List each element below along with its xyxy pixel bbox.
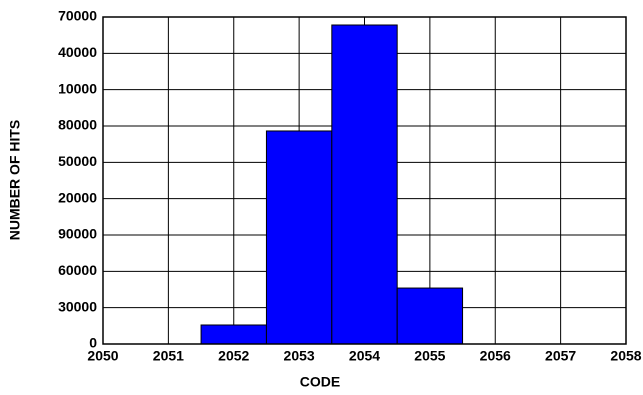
bar: [200, 324, 267, 345]
y-tick-label: 40000: [58, 44, 97, 60]
bar: [265, 130, 333, 345]
plot-border: [102, 16, 627, 345]
x-tick-label: 2050: [87, 348, 118, 364]
y-tick-label: 0: [89, 335, 97, 351]
x-tick-label: 2051: [153, 348, 184, 364]
y-tick-label: 70000: [58, 8, 97, 24]
x-tick-label: 2054: [349, 348, 380, 364]
x-tick-label: 2057: [545, 348, 576, 364]
y-tick-label: 10000: [58, 80, 97, 96]
bar: [396, 287, 464, 345]
y-tick-label: 60000: [58, 262, 97, 278]
y-tick-label: 20000: [58, 189, 97, 205]
x-tick-label: 2055: [414, 348, 445, 364]
y-axis-label: NUMBER OF HITS: [7, 120, 23, 241]
x-axis-label: CODE: [300, 374, 340, 390]
y-tick-label: 50000: [58, 153, 97, 169]
x-tick-label: 2052: [218, 348, 249, 364]
x-tick-label: 2053: [284, 348, 315, 364]
x-tick-label: 2056: [480, 348, 511, 364]
y-tick-label: 30000: [58, 298, 97, 314]
bar: [331, 24, 398, 345]
y-tick-label: 80000: [58, 117, 97, 133]
x-tick-label: 2058: [610, 348, 641, 364]
y-tick-label: 90000: [58, 226, 97, 242]
